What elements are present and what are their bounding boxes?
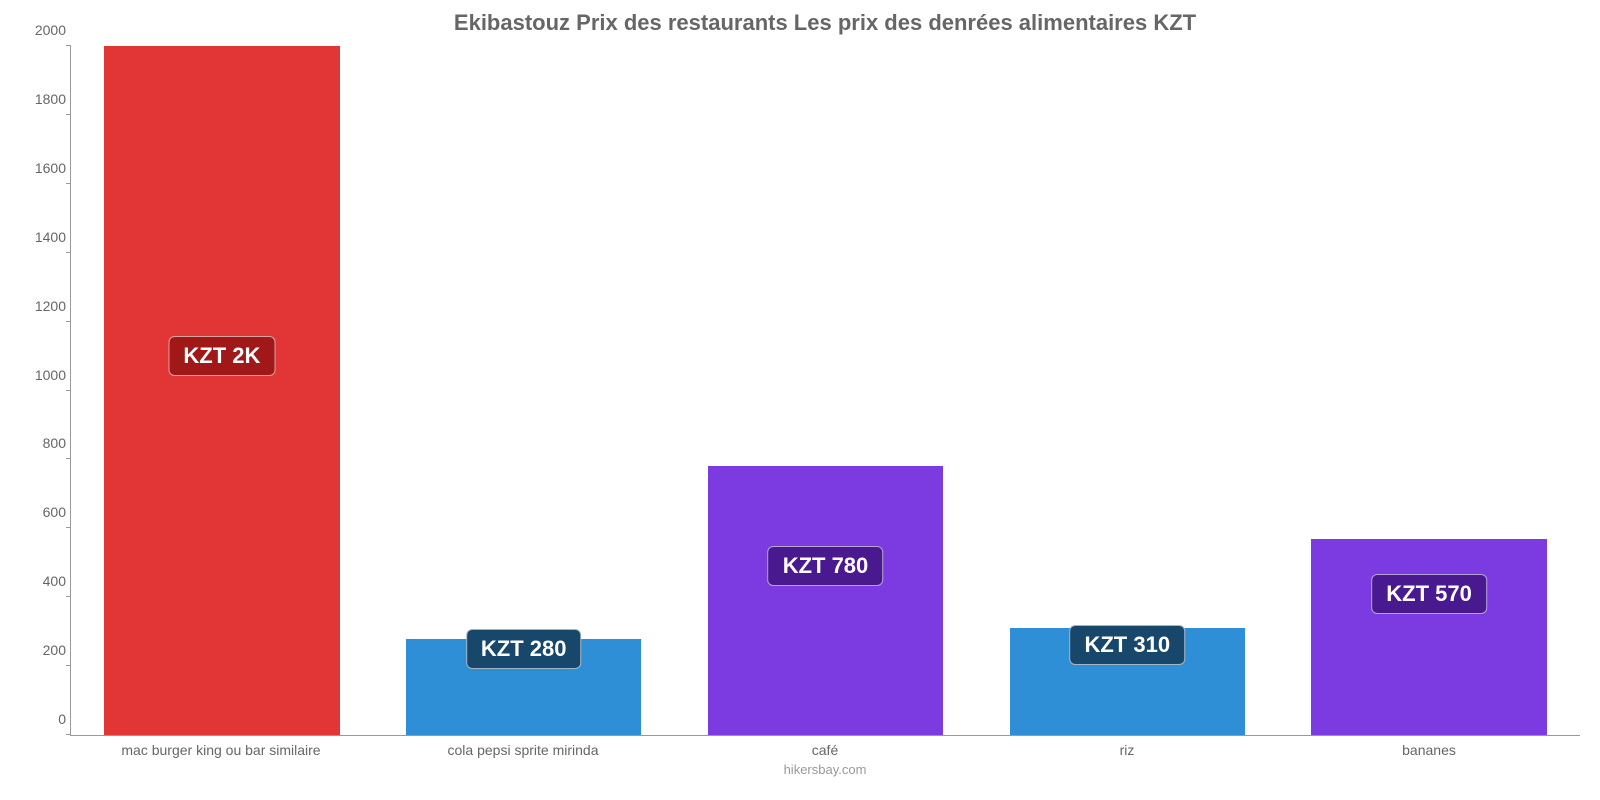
- value-badge: KZT 570: [1371, 574, 1487, 614]
- y-tick-mark: [66, 458, 71, 459]
- x-axis-label: riz: [976, 742, 1278, 758]
- bar: [104, 46, 339, 735]
- bar-slot: KZT 570: [1278, 46, 1580, 735]
- plot-area: KZT 2KKZT 280KZT 780KZT 310KZT 570 02004…: [70, 46, 1580, 736]
- bar-slot: KZT 310: [976, 46, 1278, 735]
- bar-slot: KZT 780: [675, 46, 977, 735]
- x-axis-labels: mac burger king ou bar similairecola pep…: [70, 742, 1580, 758]
- y-tick-label: 600: [16, 504, 66, 520]
- value-badge: KZT 310: [1069, 625, 1185, 665]
- x-axis-label: bananes: [1278, 742, 1580, 758]
- value-badge: KZT 280: [466, 629, 582, 669]
- y-tick-label: 1200: [16, 298, 66, 314]
- credit-text: hikersbay.com: [70, 762, 1580, 777]
- chart-container: Ekibastouz Prix des restaurants Les prix…: [0, 0, 1600, 800]
- y-tick-mark: [66, 321, 71, 322]
- y-tick-mark: [66, 45, 71, 46]
- y-tick-mark: [66, 390, 71, 391]
- y-tick-mark: [66, 734, 71, 735]
- y-tick-label: 200: [16, 642, 66, 658]
- value-badge: KZT 780: [768, 546, 884, 586]
- bar: [708, 466, 943, 735]
- bar-slot: KZT 280: [373, 46, 675, 735]
- x-axis-label: mac burger king ou bar similaire: [70, 742, 372, 758]
- y-tick-label: 2000: [16, 22, 66, 38]
- y-tick-label: 0: [16, 711, 66, 727]
- y-tick-label: 1400: [16, 229, 66, 245]
- bars-row: KZT 2K KZT 280 KZT 780 KZT 310 KZT 570: [71, 46, 1580, 735]
- y-tick-mark: [66, 114, 71, 115]
- chart-title: Ekibastouz Prix des restaurants Les prix…: [70, 10, 1580, 36]
- y-tick-mark: [66, 527, 71, 528]
- y-tick-mark: [66, 252, 71, 253]
- bar-slot: KZT 2K: [71, 46, 373, 735]
- value-badge: KZT 2K: [168, 336, 275, 376]
- y-tick-mark: [66, 665, 71, 666]
- y-tick-label: 800: [16, 435, 66, 451]
- y-tick-mark: [66, 596, 71, 597]
- y-tick-label: 1600: [16, 160, 66, 176]
- y-tick-label: 1000: [16, 367, 66, 383]
- x-axis-label: café: [674, 742, 976, 758]
- y-tick-label: 400: [16, 573, 66, 589]
- y-tick-label: 1800: [16, 91, 66, 107]
- y-tick-mark: [66, 183, 71, 184]
- bar: [1311, 539, 1546, 735]
- x-axis-label: cola pepsi sprite mirinda: [372, 742, 674, 758]
